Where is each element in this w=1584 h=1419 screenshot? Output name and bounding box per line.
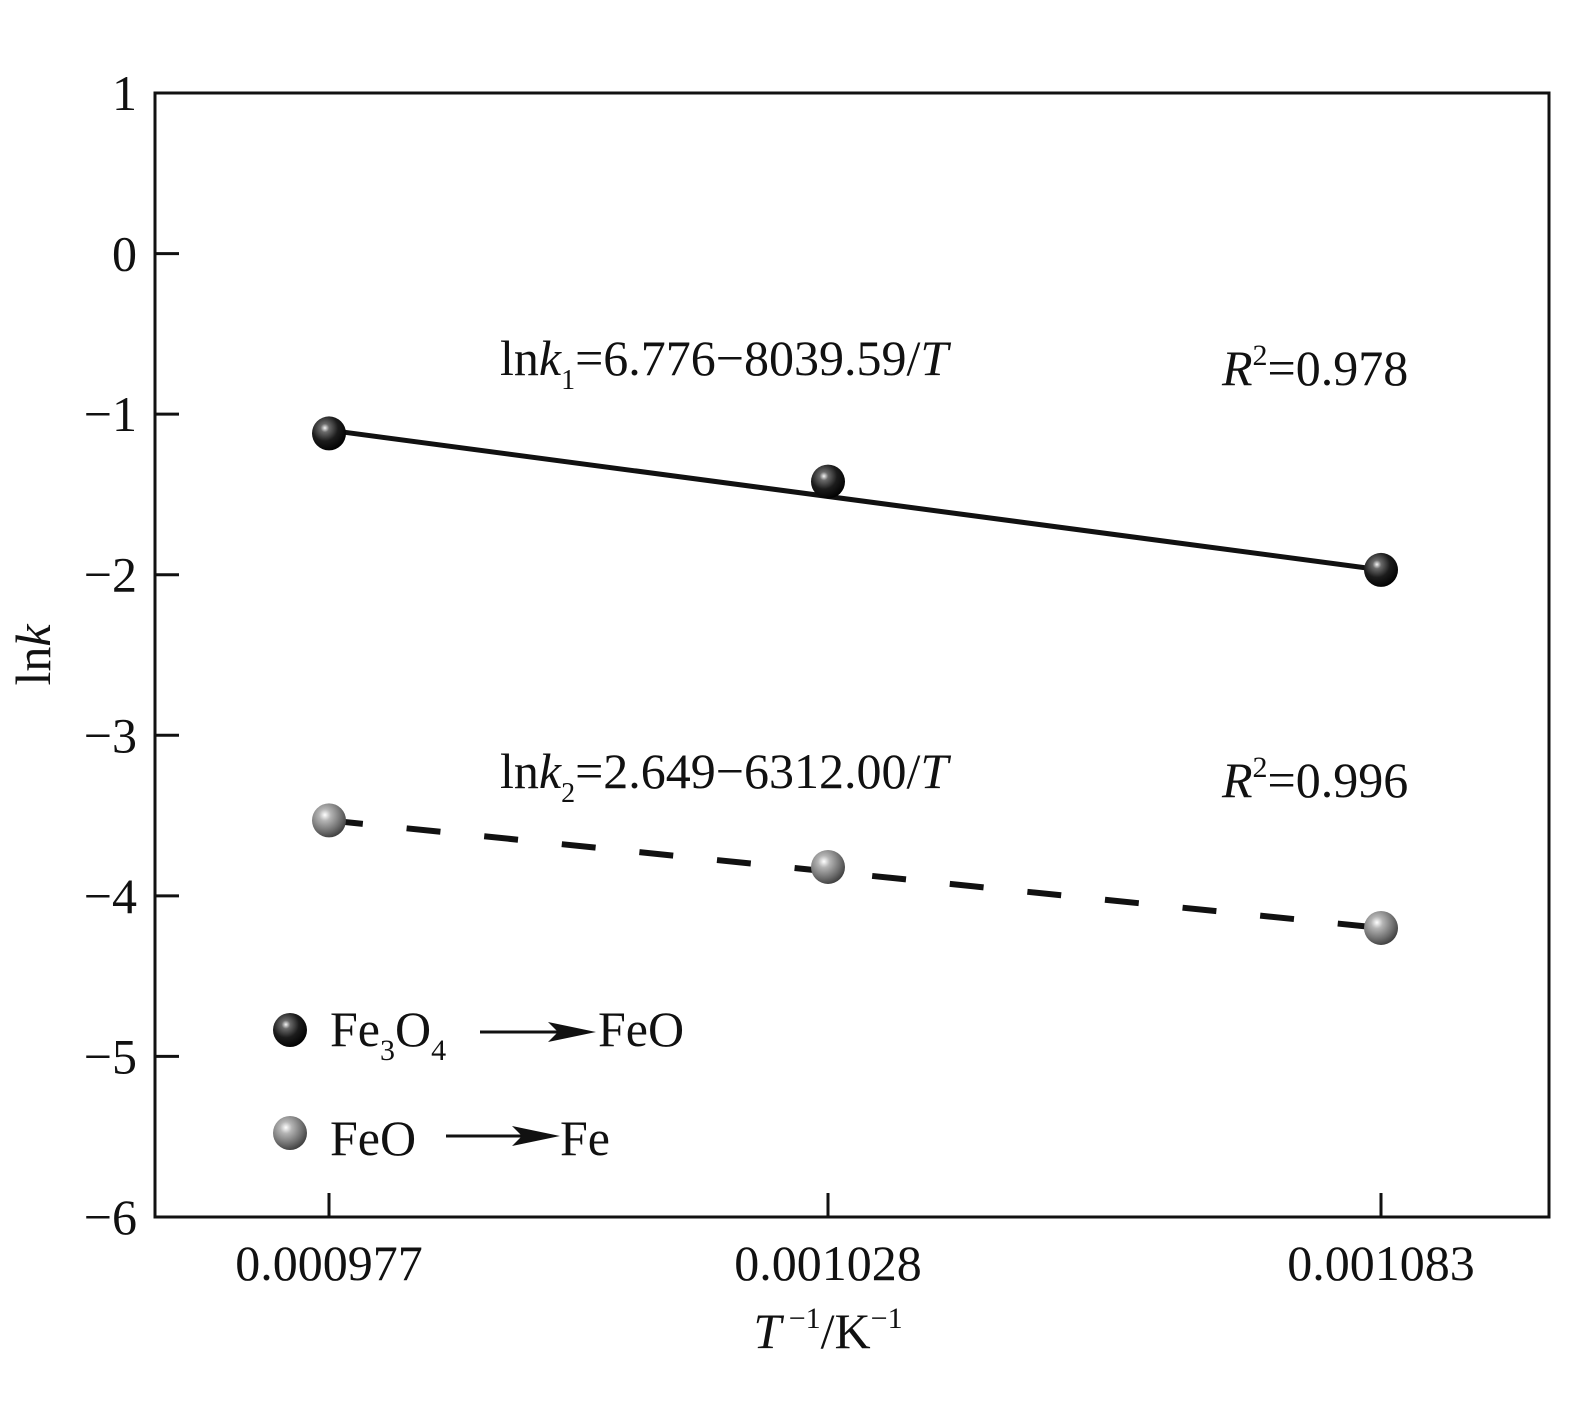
data-point (312, 803, 346, 838)
legend: Fe3O4 FeO FeO Fe (273, 1001, 684, 1166)
y-tick-label: −4 (84, 868, 137, 924)
legend-marker-dark (273, 1013, 307, 1047)
legend-item-fe3o4-feo: Fe3O4 FeO (273, 1001, 684, 1067)
x-axis-title-t: T (753, 1303, 784, 1359)
y-axis: 1 0 −1 −2 −3 −4 −5 −6 (84, 65, 179, 1245)
x-tick-label: 0.001028 (734, 1235, 922, 1291)
data-point (811, 464, 845, 499)
legend-arrowhead-2 (512, 1126, 560, 1146)
legend-label-1-product: FeO (598, 1001, 684, 1057)
legend-item-feo-fe: FeO Fe (273, 1110, 610, 1166)
y-tick-label: −6 (84, 1189, 137, 1245)
x-tick-label: 0.000977 (235, 1235, 423, 1291)
y-tick-label: −1 (84, 386, 137, 442)
legend-label-2: FeO (330, 1110, 416, 1166)
y-tick-label: −2 (84, 547, 137, 603)
r-squared-2: R2=0.996 (1221, 751, 1408, 808)
data-point (312, 416, 346, 451)
legend-label-1: Fe3O4 (330, 1001, 446, 1067)
r-squared-1: R2=0.978 (1221, 339, 1408, 396)
y-axis-title-k: k (5, 624, 61, 647)
y-axis-title: lnk (5, 624, 61, 686)
y-tick-label: 1 (112, 65, 137, 121)
x-axis-title-unit: /K (821, 1303, 871, 1359)
y-axis-title-ln: ln (5, 647, 61, 686)
y-tick-label: −5 (84, 1028, 137, 1084)
legend-marker-gray (273, 1116, 307, 1150)
x-tick-label: 0.001083 (1287, 1235, 1475, 1291)
y-tick-label: 0 (112, 226, 137, 282)
x-axis: 0.000977 0.001028 0.001083 (235, 1193, 1475, 1291)
x-axis-title-exp1: −1 (781, 1302, 820, 1335)
legend-arrowhead-1 (548, 1022, 596, 1042)
fit-line-feo-fe (328, 817, 1382, 931)
y-tick-label: −3 (84, 707, 137, 763)
data-point (811, 849, 845, 884)
equation-1: lnk1=6.776−8039.59/T (500, 330, 951, 396)
fit-line-fe3o4-feo (328, 427, 1382, 573)
equation-2: lnk2=2.649−6312.00/T (500, 743, 951, 809)
plot-area-frame (153, 91, 1551, 1219)
legend-label-2-product: Fe (560, 1110, 610, 1166)
series-fe3o4-feo-points (312, 416, 1398, 587)
data-point (1364, 910, 1398, 945)
data-point (1364, 552, 1398, 587)
series-feo-fe-points (312, 803, 1398, 945)
x-axis-title: T −1/K−1 (753, 1302, 902, 1359)
x-axis-title-exp2: −1 (871, 1302, 903, 1335)
